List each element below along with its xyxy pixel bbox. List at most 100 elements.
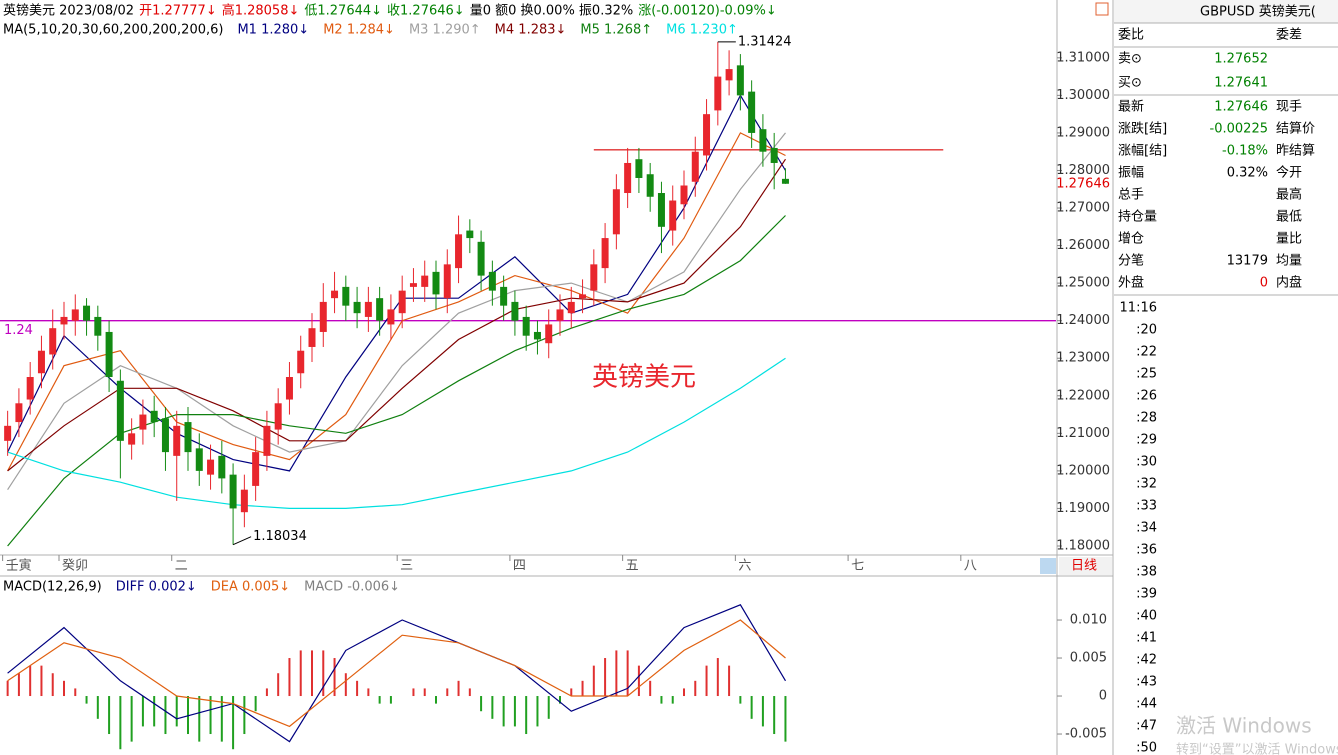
candle-body (319, 301, 327, 332)
candle-body (466, 230, 474, 239)
y-tick-label: 1.20000 (1056, 463, 1110, 478)
y-tick-label: 1.25000 (1056, 276, 1110, 291)
quote-right-label: 内盘 (1276, 275, 1302, 291)
time-entry: :43 (1136, 675, 1157, 690)
quote-value: 1.27646 (1214, 100, 1268, 115)
watermark-subtitle: 转到“设置”以激活 Windows。 (1176, 743, 1338, 755)
quote-title: GBPUSD 英镑美元( (1200, 4, 1316, 20)
indicator-line (7, 619, 786, 728)
candle-body (342, 286, 350, 306)
candle-body (590, 264, 598, 291)
legend-title: MACD(12,26,9) (3, 580, 102, 595)
candle-body (274, 403, 282, 430)
y-tick-label: 0.010 (1070, 613, 1107, 628)
indicator-line (7, 132, 786, 491)
candle-body (139, 414, 147, 430)
quote-value: 1.27652 (1214, 52, 1268, 67)
quote-label: 分笔 (1118, 253, 1144, 269)
candle-body (545, 324, 553, 344)
candle-body (703, 114, 711, 156)
quote-label: 总手 (1118, 188, 1144, 203)
legend-item: DIFF 0.002↓ (116, 580, 197, 595)
candle-body (522, 316, 530, 336)
x-tick-label: 三 (400, 559, 413, 574)
candle-body (353, 301, 361, 314)
time-entry: :41 (1136, 631, 1157, 646)
period-tab[interactable] (1059, 557, 1112, 575)
candle-body (150, 410, 158, 423)
quote-right-label: 均量 (1276, 254, 1302, 269)
y-tick-label: -0.005 (1065, 727, 1107, 742)
time-entry: :33 (1136, 499, 1157, 514)
x-tick-label: 二 (175, 559, 188, 574)
candle-body (781, 178, 789, 184)
header-item: 量0 额0 换0.00% 振0.32% (470, 4, 634, 19)
header-item: 低1.27644↓ (304, 4, 382, 19)
quote-label: 增仓 (1118, 232, 1144, 247)
legend-item: M5 1.268↑ (580, 23, 652, 38)
candle-body (4, 425, 12, 441)
candle-body (612, 189, 620, 235)
legend-item: M1 1.280↓ (237, 23, 309, 38)
indicator-line (7, 604, 787, 743)
time-entry: :25 (1136, 367, 1157, 382)
candle-body (646, 174, 654, 197)
quote-right-label: 现手 (1276, 100, 1302, 115)
quote-right-label: 最高 (1276, 187, 1302, 203)
candle-body (116, 380, 124, 441)
candle-body (635, 159, 643, 178)
quote-label: 振幅 (1118, 166, 1144, 181)
scroll-button[interactable] (1040, 558, 1056, 574)
time-entry: :38 (1136, 565, 1157, 580)
candle-body (669, 200, 677, 231)
candle-body (488, 271, 496, 291)
y-tick-label: 1.26000 (1056, 238, 1110, 253)
watermark-title: 激活 Windows (1176, 714, 1312, 738)
candle-body (173, 425, 181, 456)
candle-body (240, 489, 248, 513)
time-entry: :26 (1136, 389, 1157, 404)
y-tick-label: 1.24000 (1056, 313, 1110, 328)
candle-body (229, 474, 237, 509)
x-tick-label: 癸卯 (62, 559, 88, 574)
candle-body (37, 350, 45, 374)
ui: 英镑美元 2023/08/02 开1.27777↓ 高1.28058↓ 低1.2764… (3, 3, 1338, 755)
y-tick-label: 1.30000 (1056, 88, 1110, 103)
candle-body (387, 309, 395, 325)
indicator-line (7, 158, 786, 472)
time-entry: :28 (1136, 411, 1157, 426)
legend-item: M4 1.283↓ (495, 23, 567, 38)
candle-body (443, 264, 451, 299)
candle-body (500, 286, 508, 306)
legend-item: M2 1.284↓ (323, 23, 395, 38)
x-tick-label: 壬寅 (6, 558, 32, 574)
x-tick-label: 七 (851, 559, 864, 574)
legend-item: MACD -0.006↓ (304, 580, 400, 595)
quote-label: 买⊙ (1118, 76, 1142, 91)
quote-right-label: 委差 (1276, 28, 1302, 43)
quote-label: 委比 (1118, 28, 1144, 43)
x-tick-label: 六 (738, 559, 751, 574)
candle-body (128, 433, 136, 445)
candle-body (770, 147, 778, 163)
y-tick-label: 0.005 (1070, 651, 1107, 666)
candle-body (161, 418, 169, 453)
time-entry: 11:16 (1120, 301, 1157, 316)
candle-body (409, 283, 417, 287)
period-label: 日线 (1071, 559, 1097, 574)
quote-right-label: 结算价 (1276, 122, 1315, 137)
quote-label: 最新 (1118, 99, 1144, 115)
header-item: 开1.27777↓ (139, 4, 217, 19)
quote-value: 13179 (1227, 254, 1268, 269)
candle-body (556, 309, 564, 321)
quote-value: -0.00225 (1210, 122, 1268, 137)
candle-body (331, 290, 339, 299)
time-entry: :40 (1136, 609, 1157, 624)
candle-body (105, 331, 113, 378)
quote-label: 涨跌[结] (1118, 121, 1167, 137)
candle-body (263, 425, 271, 456)
window-button[interactable] (1095, 2, 1109, 16)
time-entry: :34 (1136, 521, 1157, 536)
